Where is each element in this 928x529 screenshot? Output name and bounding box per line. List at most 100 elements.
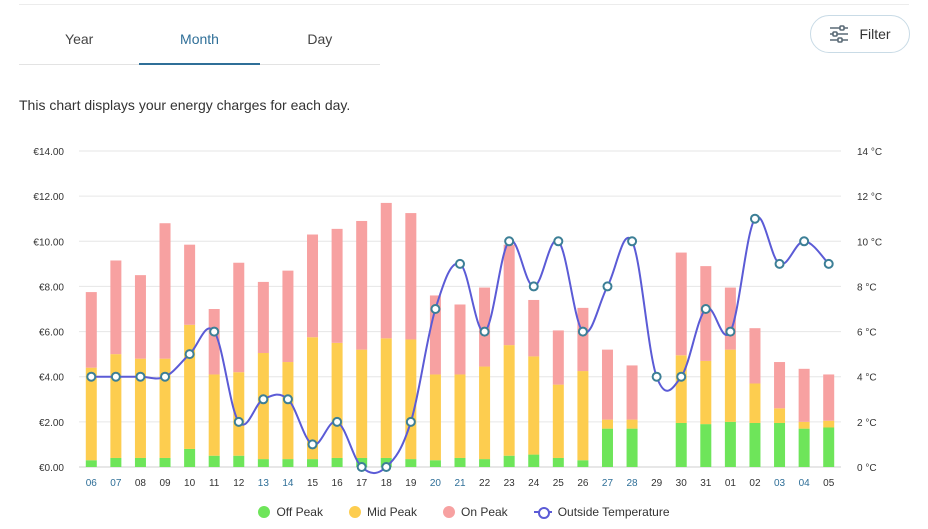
legend-off-peak[interactable]: Off Peak [258,505,323,519]
temperature-point [86,371,97,382]
off-peak-bar [257,459,269,467]
mid-peak-bar [356,349,368,458]
temperature-point [651,371,662,382]
mid-peak-bar [700,360,712,425]
sliders-icon [829,25,849,43]
mid-peak-bar [454,374,466,458]
x-tick-label: 09 [159,478,171,489]
temperature-point [553,236,564,247]
filter-button[interactable]: Filter [810,15,910,53]
off-peak-bar [134,457,146,467]
mid-peak-swatch [348,506,361,518]
tab-day[interactable]: Day [307,31,333,47]
mid-peak-bar [380,338,392,458]
temperature-point [504,236,515,247]
x-tick-label: 19 [405,478,417,489]
on-peak-bar [626,365,638,420]
mid-peak-bar [134,358,146,458]
on-peak-bar [823,374,835,421]
off-peak-bar [774,422,786,467]
x-tick-label: 26 [577,478,589,489]
off-peak-bar [601,428,613,467]
mid-peak-bar [110,354,122,458]
x-tick-label: 28 [627,478,639,489]
off-peak-bar [331,457,343,467]
off-peak-bar [184,448,196,467]
x-tick-label: 18 [381,478,393,489]
temperature-swatch [533,506,552,519]
y-tick-label: €0.00 [39,463,64,474]
on-peak-bar [675,252,687,356]
temperature-point [430,304,441,314]
off-peak-bar [577,460,589,467]
temperature-point [528,281,539,292]
on-peak-bar [110,260,122,355]
on-peak-bar [356,220,368,350]
on-peak-bar [724,287,736,350]
mid-peak-bar [552,384,564,458]
temperature-point [209,326,220,337]
off-peak-bar [429,460,441,467]
x-tick-label: 22 [479,478,491,489]
chart-description: This chart displays your energy charges … [19,97,351,113]
temperature-point [160,371,171,382]
off-peak-bar [503,455,515,467]
x-tick-label: 17 [356,478,368,489]
x-tick-label: 31 [700,478,712,489]
mid-peak-bar [774,408,786,423]
off-peak-bar [798,428,810,467]
x-tick-label: 30 [676,478,688,489]
off-peak-bar [626,428,638,467]
temperature-point [676,371,687,382]
y2-tick-label: 0 °C [857,463,877,474]
off-peak-bar [233,455,245,467]
x-tick-label: 07 [110,478,122,489]
mid-peak-bar [528,356,540,455]
on-peak-bar [307,234,319,338]
off-peak-bar [675,422,687,467]
temperature-point [356,462,367,472]
x-tick-label: 23 [504,478,516,489]
legend-outside-temperature[interactable]: Outside Temperature [533,505,670,519]
temperature-point [749,213,760,224]
on-peak-bar [798,368,810,422]
x-tick-label: 27 [602,478,614,489]
on-peak-bar [503,244,515,346]
x-tick-label: 04 [799,478,811,489]
x-tick-label: 03 [774,478,786,489]
x-tick-label: 06 [86,478,98,489]
y2-tick-label: 12 °C [857,192,882,203]
on-peak-bar [331,228,343,343]
on-peak-bar [134,275,146,359]
y2-tick-label: 14 °C [857,147,882,158]
tab-month[interactable]: Month [139,18,260,65]
on-peak-bar [380,202,392,339]
y-tick-label: €8.00 [39,282,64,293]
on-peak-bar [601,349,613,420]
chart-legend: Off Peak Mid Peak On Peak Outside Temper… [0,505,928,519]
y-tick-label: €4.00 [39,373,64,384]
on-peak-bar [184,244,196,325]
mid-peak-bar [601,419,613,429]
off-peak-bar [552,457,564,467]
temperature-point [774,258,785,269]
y2-tick-label: 10 °C [857,237,882,248]
y2-tick-label: 2 °C [857,418,877,429]
mid-peak-bar [405,339,417,460]
legend-on-peak[interactable]: On Peak [442,505,508,519]
off-peak-bar [749,422,761,467]
off-peak-bar [700,424,712,467]
legend-mid-peak[interactable]: Mid Peak [348,505,417,519]
on-peak-bar [159,223,171,359]
mid-peak-bar [307,337,319,460]
off-peak-bar [405,459,417,467]
off-peak-bar [528,454,540,467]
off-peak-bar [479,459,491,467]
mid-peak-bar [159,358,171,458]
on-peak-bar [257,281,269,354]
tab-year[interactable]: Year [65,31,94,47]
mid-peak-bar [503,345,515,456]
off-peak-swatch [258,506,271,518]
y-tick-label: €2.00 [39,418,64,429]
temperature-point [799,236,810,247]
